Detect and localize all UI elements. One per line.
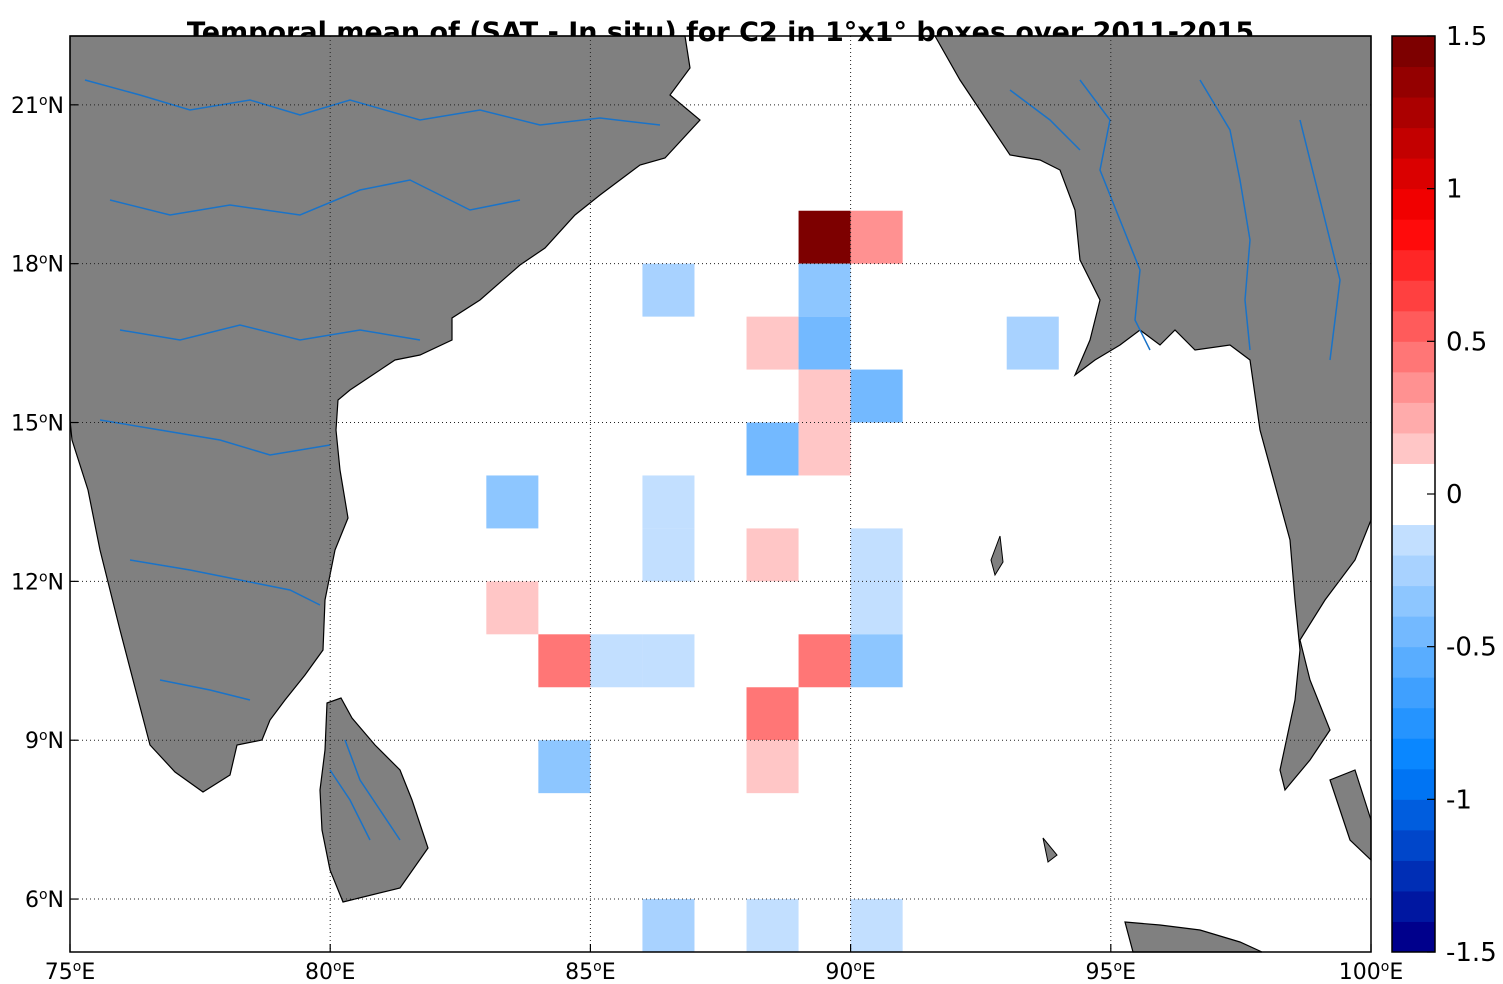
colorbar-level — [1392, 188, 1435, 220]
colorbar-level — [1392, 494, 1435, 526]
nicobar-island — [1042, 837, 1058, 863]
anomaly-cell — [798, 263, 851, 317]
y-tick-label: 12oN — [11, 569, 64, 595]
colorbar-level — [1392, 646, 1435, 678]
andaman-island — [990, 535, 1004, 577]
y-tick-label: 6oN — [25, 887, 64, 913]
x-tick-label: 75oE — [45, 959, 95, 984]
colorbar-level — [1392, 97, 1435, 129]
anomaly-cell — [850, 210, 903, 264]
anomaly-cell — [642, 475, 695, 529]
colorbar-level — [1392, 921, 1435, 953]
anomaly-cell — [746, 740, 799, 794]
colorbar-level — [1392, 707, 1435, 739]
anomaly-cell — [538, 740, 591, 794]
map-frame — [69, 35, 1372, 953]
anomaly-cell — [746, 422, 799, 476]
anomaly-cell — [798, 634, 851, 688]
anomaly-cell — [746, 316, 799, 370]
landmass-layer — [69, 35, 1372, 953]
x-tick-label: 100oE — [1339, 959, 1403, 984]
anomaly-cell — [850, 581, 903, 635]
colorbar-level — [1392, 890, 1435, 922]
colorbar-level — [1392, 555, 1435, 587]
anomaly-cell — [486, 475, 539, 529]
anomaly-cell — [798, 210, 851, 264]
colorbar-level — [1392, 463, 1435, 495]
myanmar-landmass — [933, 35, 1372, 792]
anomaly-cell — [486, 581, 539, 635]
colorbar-tick-label: -1.5 — [1446, 938, 1497, 968]
colorbar-level — [1392, 829, 1435, 861]
anomaly-cell — [538, 634, 591, 688]
anomaly-cell — [746, 687, 799, 741]
anomaly-cell — [590, 634, 643, 688]
colorbar-level — [1392, 127, 1435, 159]
y-tick-label: 15oN — [11, 411, 64, 437]
anomaly-cell — [642, 528, 695, 582]
colorbar-tick-label: -0.5 — [1446, 633, 1497, 663]
anomaly-cell — [642, 263, 695, 317]
anomaly-cell — [850, 369, 903, 423]
colorbar-level — [1392, 585, 1435, 617]
y-tick-label: 9oN — [25, 728, 64, 754]
colorbar-level — [1392, 738, 1435, 770]
colorbar-level — [1392, 341, 1435, 373]
anomaly-cell — [850, 634, 903, 688]
colorbar-level — [1392, 36, 1435, 68]
colorbar — [1392, 36, 1435, 953]
colorbar-level — [1392, 432, 1435, 464]
colorbar-level — [1392, 280, 1435, 312]
longitude-ticks: 75oE 80oE 85oE 90oE 95oE 100oE — [45, 944, 1403, 984]
colorbar-level — [1392, 249, 1435, 281]
colorbar-level — [1392, 768, 1435, 800]
latitude-ticks: 6oN 9oN 12oN 15oN 18oN 21oN — [11, 93, 78, 913]
y-tick-label: 21oN — [11, 93, 64, 119]
x-tick-label: 95oE — [1086, 959, 1136, 984]
graticule — [70, 36, 1371, 952]
colorbar-level — [1392, 677, 1435, 709]
colorbar-tick-label: 1.5 — [1446, 22, 1487, 52]
india-landmass — [69, 35, 701, 793]
anomaly-cell — [850, 528, 903, 582]
colorbar-level — [1392, 616, 1435, 648]
anomaly-cells — [486, 210, 1059, 952]
colorbar-tick-label: 1 — [1446, 175, 1463, 205]
colorbar-level — [1392, 371, 1435, 403]
x-tick-label: 90oE — [825, 959, 875, 984]
colorbar-ticks: 1.5 1 0.5 0 -0.5 -1 -1.5 — [1427, 22, 1497, 968]
colorbar-level — [1392, 219, 1435, 251]
anomaly-cell — [1006, 316, 1059, 370]
colorbar-level — [1392, 860, 1435, 892]
colorbar-level — [1392, 158, 1435, 190]
anomaly-cell — [850, 899, 903, 952]
anomaly-cell — [746, 899, 799, 952]
southeast-landmass — [1329, 769, 1372, 862]
y-tick-label: 18oN — [11, 252, 64, 278]
river-layer — [84, 79, 1341, 841]
colorbar-level — [1392, 799, 1435, 831]
colorbar-level — [1392, 524, 1435, 556]
anomaly-cell — [642, 899, 695, 952]
x-tick-label: 85oE — [565, 959, 615, 984]
colorbar-tick-label: -1 — [1446, 785, 1472, 815]
colorbar-level — [1392, 402, 1435, 434]
colorbar-level — [1392, 66, 1435, 98]
x-tick-label: 80oE — [305, 959, 355, 984]
colorbar-tick-label: 0 — [1446, 480, 1463, 510]
anomaly-cell — [798, 422, 851, 476]
anomaly-cell — [746, 528, 799, 582]
colorbar-tick-label: 0.5 — [1446, 327, 1487, 357]
anomaly-cell — [798, 316, 851, 370]
sumatra-landmass — [1124, 921, 1263, 953]
anomaly-cell — [798, 369, 851, 423]
anomaly-cell — [642, 634, 695, 688]
colorbar-level — [1392, 310, 1435, 342]
